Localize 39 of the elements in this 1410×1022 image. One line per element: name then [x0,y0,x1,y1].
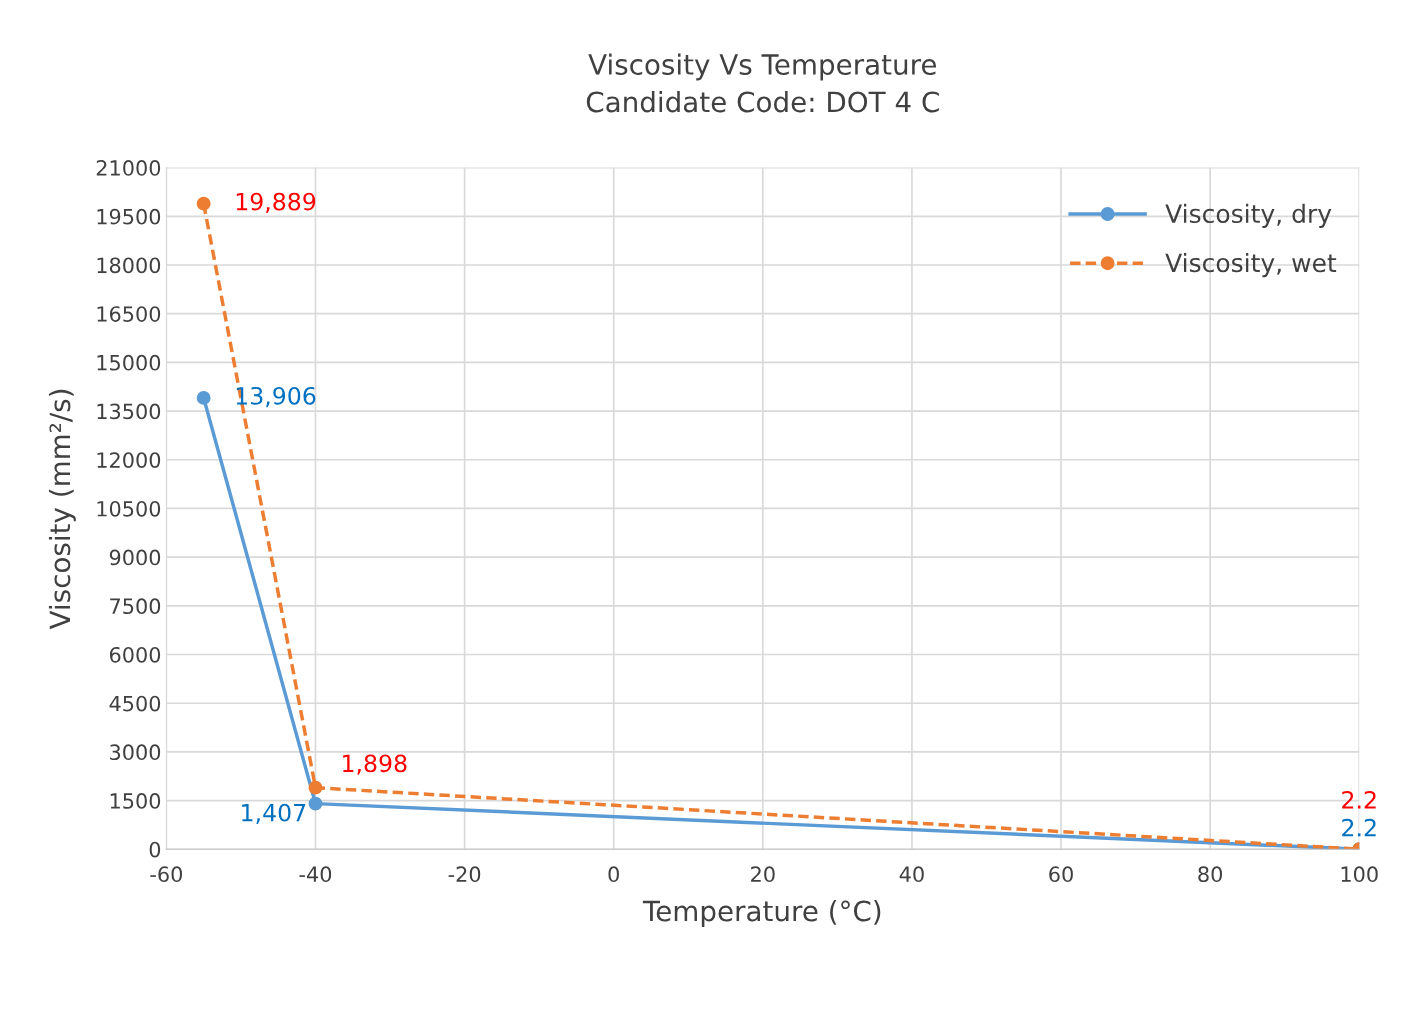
y-tick-label: 4500 [109,695,161,712]
y-tick-label: 21000 [96,160,161,176]
y-tick-label: 7500 [110,598,161,615]
x-tick-label: 40 [899,866,924,883]
chart-title: Viscosity Vs Temperature Candidate Code: DOT 4 C [586,53,939,113]
data-label: 1,407 [242,803,306,824]
data-label: 1,898 [343,754,407,775]
data-label: 2.2 [1342,790,1376,809]
x-tick-label: 100 [1341,866,1378,883]
x-tick-label: -60 [150,866,183,883]
x-tick-label: -40 [299,866,332,883]
point [196,390,211,405]
x-tick-label: 20 [751,866,775,883]
y-tick-label: 16500 [97,306,161,322]
data-label: 13,906 [236,386,316,408]
y-tick-label: 0 [149,841,161,858]
data-label: 19,889 [236,192,316,213]
x-axis-title: Temperature (°C) [642,900,881,927]
y-tick-label: 18000 [97,257,161,274]
y-tick-label: 13500 [97,403,161,420]
x-tick-label: 60 [1049,866,1073,883]
point [196,196,211,211]
y-tick-label: 10500 [97,500,161,517]
y-tick-label: 12000 [97,452,161,468]
legend-label: Viscosity, dry [1165,203,1332,228]
y-tick-label: 9000 [109,549,161,566]
point [308,796,323,811]
y-tick-label: 15000 [97,354,161,371]
y-tick-label: 3000 [110,744,161,761]
y-tick-label: 1500 [110,793,161,809]
x-tick-label: 0 [608,866,619,883]
data-label: 2.2 [1342,818,1376,837]
y-tick-label: 6000 [109,646,161,663]
y-tick-label: 19500 [97,208,161,225]
y-axis-title: Viscosity (mm²/s) [48,389,76,630]
point [308,780,323,795]
x-tick-label: 80 [1198,866,1222,883]
x-tick-label: -20 [448,866,481,883]
legend-label: Viscosity, wet [1165,252,1337,278]
